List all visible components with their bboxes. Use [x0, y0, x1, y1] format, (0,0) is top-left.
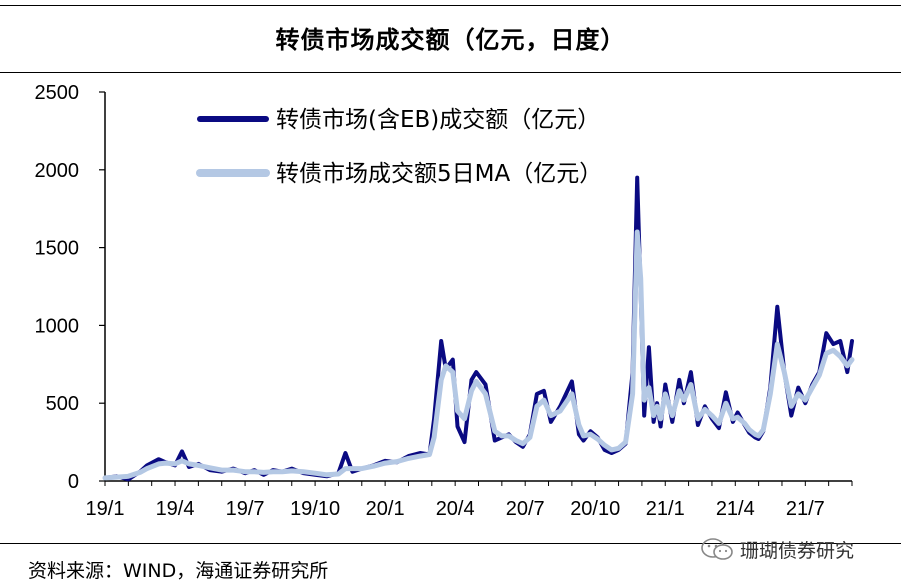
title-rule-top: [0, 5, 901, 6]
x-tick-label: 21/4: [716, 498, 755, 520]
watermark-text: 珊瑚债券研究: [740, 539, 855, 562]
y-tick-label: 2500: [35, 82, 80, 104]
title-rule-bottom: [0, 72, 901, 73]
legend: 转债市场(含EB)成交额（亿元） 转债市场成交额5日MA（亿元）: [196, 107, 602, 187]
y-tick-label: 500: [46, 393, 79, 415]
source-note: 资料来源：WIND，海通证券研究所: [28, 560, 329, 582]
legend-label: 转债市场成交额5日MA（亿元）: [276, 161, 602, 187]
x-tick-label: 19/10: [290, 498, 340, 520]
x-tick-label: 20/10: [570, 498, 620, 520]
x-tick-label: 21/1: [646, 498, 685, 520]
line-chart: 0 500 1000 1500 2000 2500 19/1 19/4 19/7 19/10 20/…: [35, 82, 855, 520]
x-tick-label: 20/1: [366, 498, 405, 520]
y-tick-label: 1000: [35, 315, 80, 337]
series-layer: [102, 175, 855, 482]
x-tick-label: 20/4: [436, 498, 475, 520]
x-tick-label: 21/7: [786, 498, 825, 520]
y-tick-label: 1500: [35, 238, 80, 260]
x-tick-label: 19/4: [156, 498, 195, 520]
x-tick-label: 19/7: [226, 498, 265, 520]
axes: 0 500 1000 1500 2000 2500 19/1 19/4 19/7 19/10 20/…: [35, 82, 853, 520]
watermark: 珊瑚债券研究: [700, 535, 854, 563]
legend-label: 转债市场(含EB)成交额（亿元）: [276, 107, 600, 133]
x-tick-label: 19/1: [86, 498, 125, 520]
x-tick-label: 20/7: [506, 498, 545, 520]
chart-title: 转债市场成交额（亿元，日度）: [275, 26, 626, 54]
source-rule: [0, 543, 901, 544]
y-tick-label: 2000: [35, 160, 80, 182]
wechat-icon: [701, 538, 733, 560]
series-line-turnover: [103, 175, 854, 482]
title-bar: 转债市场成交额（亿元，日度）: [0, 0, 901, 74]
y-tick-label: 0: [68, 471, 79, 493]
series-line-5d-ma: [102, 229, 855, 481]
